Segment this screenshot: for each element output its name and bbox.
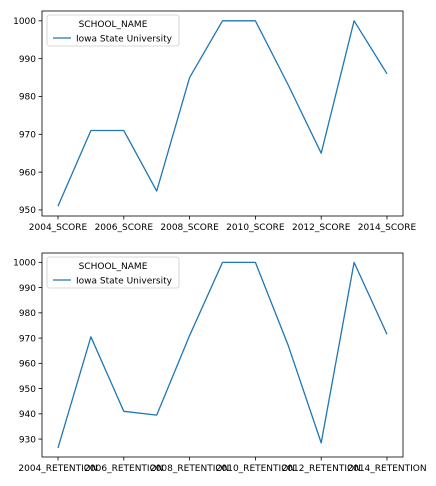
series-line bbox=[57, 261, 388, 449]
y-tick-label: 970 bbox=[19, 131, 36, 141]
x-tick-label: 2004_SCORE bbox=[29, 223, 88, 233]
x-tick-label: 2006_RETENTION bbox=[84, 464, 163, 474]
axes-frame bbox=[41, 10, 404, 217]
y-tick-label: 950 bbox=[19, 206, 36, 216]
y-tick-label: 1000 bbox=[13, 17, 36, 27]
x-tick-label: 2014_RETENTION bbox=[347, 464, 426, 474]
legend-title: SCHOOL_NAME bbox=[79, 262, 148, 272]
x-tick-label: 2008_RETENTION bbox=[150, 464, 229, 474]
y-tick-label: 980 bbox=[19, 309, 36, 319]
y-tick-label: 950 bbox=[19, 385, 36, 395]
subplot-2: 93094095096097098099010002004_RETENTION2… bbox=[13, 252, 427, 474]
legend-box bbox=[46, 14, 180, 47]
x-tick-label: 2014_SCORE bbox=[358, 223, 417, 233]
x-tick-label: 2010_RETENTION bbox=[216, 464, 295, 474]
legend-entry: Iowa State University bbox=[76, 277, 173, 287]
series-line bbox=[57, 20, 388, 207]
axes-frame bbox=[41, 252, 404, 458]
x-tick-label: 2012_SCORE bbox=[292, 223, 351, 233]
y-tick-label: 940 bbox=[19, 410, 36, 420]
x-tick-label: 2012_RETENTION bbox=[282, 464, 361, 474]
legend-box bbox=[46, 256, 180, 289]
legend: SCHOOL_NAME Iowa State University bbox=[46, 14, 180, 47]
x-tick-label: 2010_SCORE bbox=[226, 223, 285, 233]
x-tick-label: 2006_SCORE bbox=[95, 223, 154, 233]
y-tick-label: 1000 bbox=[13, 259, 36, 269]
y-tick-label: 970 bbox=[19, 334, 36, 344]
legend-title: SCHOOL_NAME bbox=[79, 20, 148, 30]
x-tick-label: 2004_RETENTION bbox=[18, 464, 97, 474]
legend: SCHOOL_NAME Iowa State University bbox=[46, 256, 180, 289]
subplot-1: 950 960 970 980 990 1000 2004_SCORE 2006_SCORE 2… bbox=[13, 10, 417, 233]
y-tick-label: 930 bbox=[19, 435, 36, 445]
y-tick-label: 990 bbox=[19, 55, 36, 65]
y-tick-label: 960 bbox=[19, 168, 36, 178]
legend-entry: Iowa State University bbox=[76, 35, 173, 45]
y-tick-label: 990 bbox=[19, 284, 36, 294]
y-tick-label: 980 bbox=[19, 93, 36, 103]
x-tick-label: 2008_SCORE bbox=[160, 223, 219, 233]
y-tick-label: 960 bbox=[19, 360, 36, 370]
